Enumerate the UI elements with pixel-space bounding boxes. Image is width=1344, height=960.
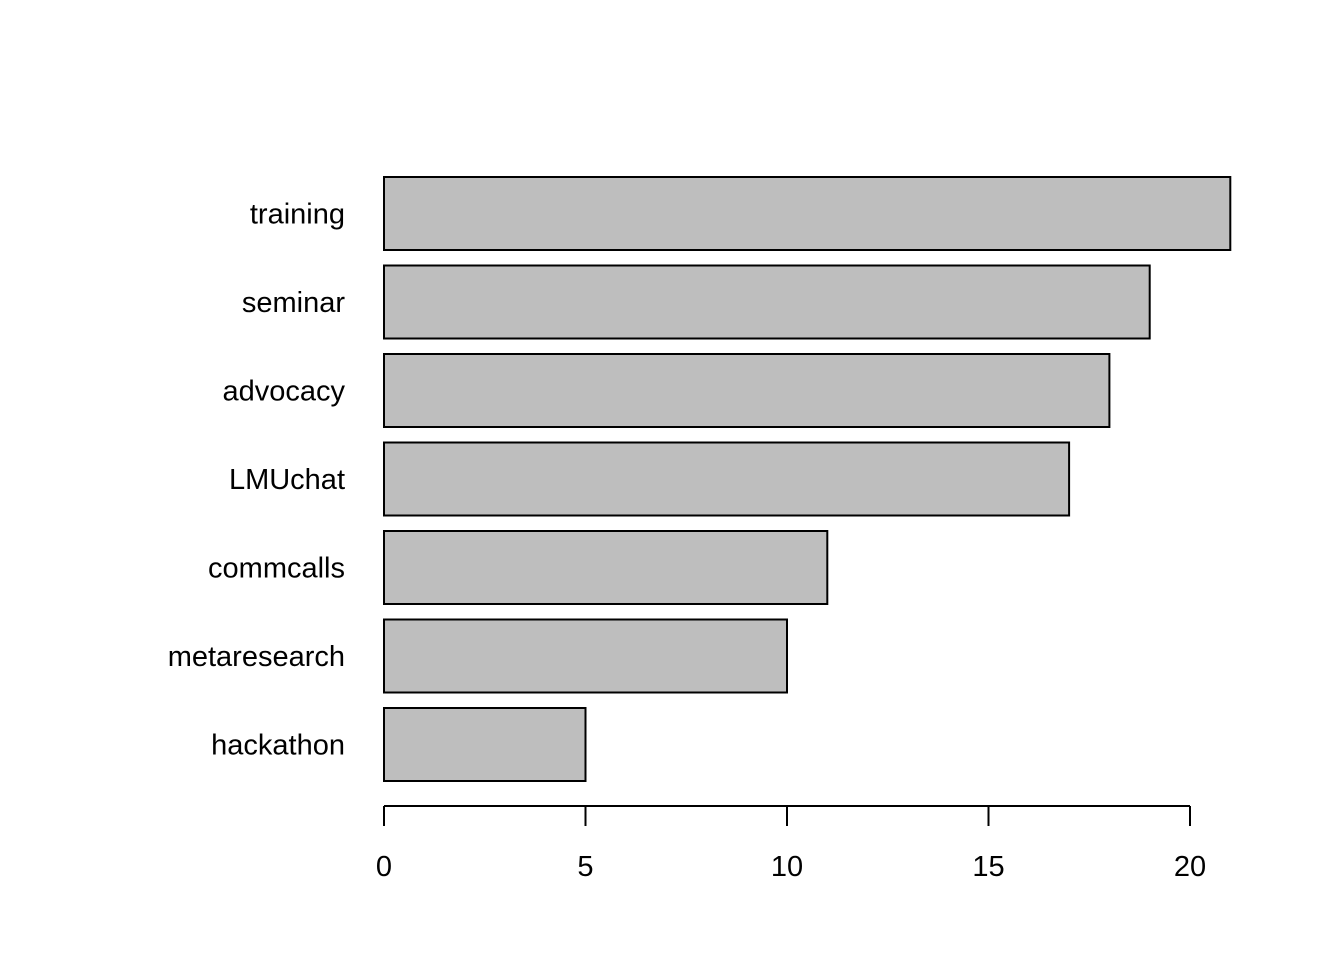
bar-hackathon (383, 707, 587, 782)
bar-training (383, 176, 1232, 251)
bar-commcalls (383, 530, 829, 605)
category-label-seminar: seminar (242, 287, 345, 319)
category-label-metaresearch: metaresearch (168, 641, 345, 673)
category-labels: training seminar advocacy LMUchat commcalls m… (168, 199, 346, 762)
bar-advocacy (383, 353, 1111, 428)
category-label-advocacy: advocacy (222, 376, 345, 408)
x-tick-label: 5 (577, 851, 593, 883)
category-label-commcalls: commcalls (208, 553, 345, 585)
category-label-training: training (250, 199, 345, 231)
category-label-hackathon: hackathon (211, 730, 345, 762)
x-axis: 0 5 10 15 20 (376, 805, 1206, 883)
x-tick-label: 0 (376, 851, 392, 883)
x-tick-label: 15 (972, 851, 1004, 883)
bars-group (383, 176, 1232, 782)
bar-metaresearch (383, 618, 788, 694)
bar-seminar (383, 264, 1151, 340)
category-label-LMUchat: LMUchat (229, 464, 345, 496)
x-tick-label: 10 (771, 851, 803, 883)
bar-LMUchat (383, 441, 1071, 517)
x-tick-label: 20 (1174, 851, 1206, 883)
